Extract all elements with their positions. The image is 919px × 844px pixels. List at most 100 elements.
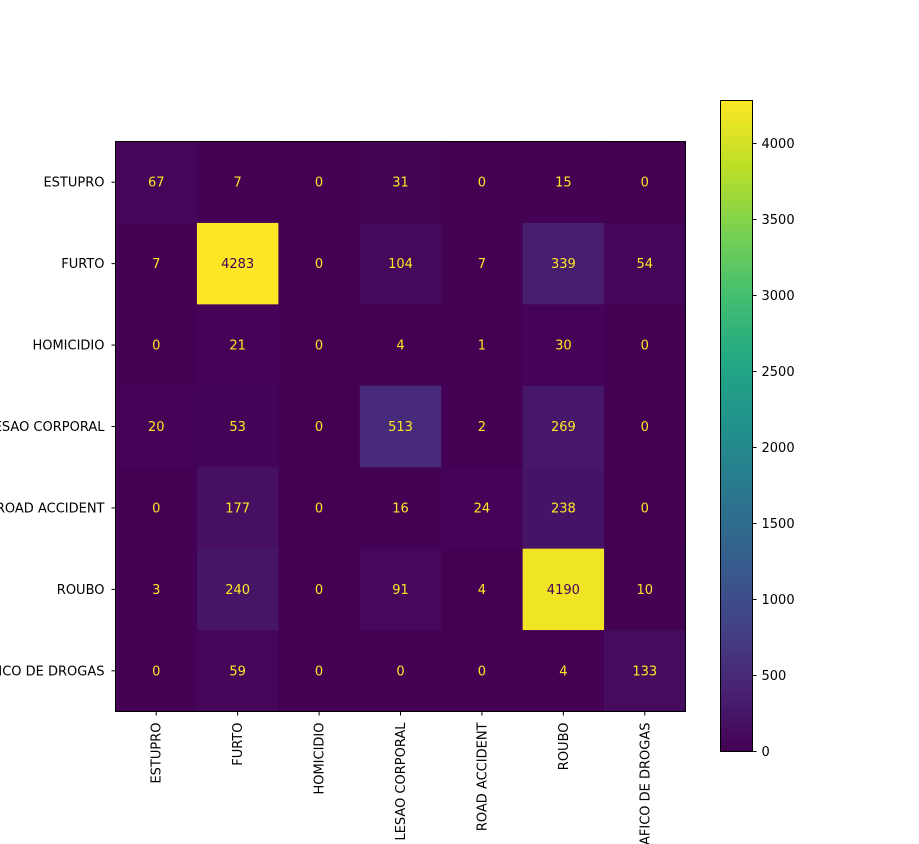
colorbar-tick-label: 4000 (762, 137, 795, 152)
colorbar-tick-label: 1500 (762, 517, 795, 532)
heatmap-cell (196, 630, 279, 712)
cell-value-label: 59 (229, 664, 246, 679)
heatmap-cell (441, 304, 524, 387)
heatmap-cell (522, 385, 605, 468)
cell-value-label: 104 (388, 257, 413, 272)
cell-value-label: 177 (225, 501, 250, 516)
x-tick-label: ROAD ACCIDENT (475, 722, 490, 831)
heatmap-cell (604, 141, 686, 224)
cell-value-label: 133 (632, 664, 657, 679)
x-tick-label: ROUBO (557, 723, 572, 771)
heatmap-cell (359, 467, 442, 550)
heatmap-cell (604, 222, 686, 305)
heatmap-cell (196, 304, 279, 387)
cell-value-label: 1 (478, 339, 486, 354)
heatmap-cell (441, 630, 524, 712)
cell-value-label: 7 (234, 176, 242, 191)
heatmap-cell (115, 630, 198, 712)
colorbar-tick-label: 500 (762, 669, 787, 684)
cell-value-label: 513 (388, 420, 413, 435)
cell-value-label: 67 (148, 176, 165, 191)
colorbar (720, 100, 753, 752)
cell-value-label: 30 (555, 339, 572, 354)
x-tick-label: HOMICIDIO (313, 723, 328, 795)
heatmap-cell (278, 141, 361, 224)
cell-value-label: 3 (152, 583, 160, 598)
y-tick-label: ROAD ACCIDENT (0, 501, 105, 516)
cell-value-label: 7 (152, 257, 160, 272)
y-tick-label: ESTUPRO (43, 176, 104, 191)
cell-value-label: 0 (152, 339, 160, 354)
cell-value-label: 0 (152, 664, 160, 679)
cell-value-label: 339 (551, 257, 576, 272)
heatmap-cell (359, 630, 442, 712)
cell-value-label: 4 (396, 339, 404, 354)
heatmap-cell (278, 385, 361, 468)
colorbar-tick-label: 2500 (762, 365, 795, 380)
heatmap-cell (604, 467, 686, 550)
heatmap-cell (604, 385, 686, 468)
cell-value-label: 4190 (547, 583, 580, 598)
cell-value-label: 2 (478, 420, 486, 435)
heatmap-cell (604, 630, 686, 712)
y-tick-label: FURTO (61, 257, 104, 272)
cell-value-label: 240 (225, 583, 250, 598)
cell-value-label: 15 (555, 176, 572, 191)
cell-value-label: 20 (148, 420, 165, 435)
colorbar-tick-label: 1000 (762, 593, 795, 608)
heatmap-cell (359, 385, 442, 468)
cell-value-label: 0 (315, 501, 323, 516)
cell-value-label: 4 (478, 583, 486, 598)
cell-value-label: 53 (229, 420, 246, 435)
cell-value-label: 16 (392, 501, 409, 516)
heatmap-cell (278, 630, 361, 712)
cell-value-label: 0 (315, 420, 323, 435)
x-tick-labels: ESTUPRO FURTO HOMICIDIO LESAO CORPORAL ROAD … (150, 711, 653, 844)
heatmap-cell (441, 222, 524, 305)
heatmap-cell (359, 141, 442, 224)
cell-value-label: 0 (396, 664, 404, 679)
heatmap-cell (278, 467, 361, 550)
cell-value-label: 10 (637, 583, 654, 598)
cell-value-label: 0 (315, 339, 323, 354)
cell-value-label: 21 (229, 339, 246, 354)
heatmap-cell (278, 304, 361, 387)
heatmap-cell (196, 467, 279, 550)
cell-value-label: 0 (315, 583, 323, 598)
cell-value-label: 238 (551, 501, 576, 516)
cell-value-label: 0 (315, 664, 323, 679)
heatmap-cell (359, 222, 442, 305)
x-tick-label: ESTUPRO (150, 723, 165, 784)
heatmap-cell (115, 548, 198, 631)
cell-value-label: 24 (474, 501, 491, 516)
cell-value-label: 31 (392, 176, 409, 191)
heatmap-cell (278, 548, 361, 631)
cell-value-label: 4 (559, 664, 567, 679)
cell-value-label: 0 (315, 176, 323, 191)
x-tick-label: TRAFICO DE DROGAS (638, 723, 653, 844)
heatmap-cell (196, 222, 279, 305)
cell-value-label: 0 (478, 176, 486, 191)
heatmap-cell (604, 304, 686, 387)
heatmap-cell (196, 385, 279, 468)
heatmap-cell (359, 548, 442, 631)
cell-value-label: 7 (478, 257, 486, 272)
cell-value-label: 0 (641, 420, 649, 435)
heatmap-cell (115, 467, 198, 550)
heatmap-cell (441, 141, 524, 224)
heatmap-cell (196, 548, 279, 631)
colorbar-tick-label: 2000 (762, 441, 795, 456)
heatmap-cell (522, 548, 605, 631)
y-tick-label: TRAFICO DE DROGAS (0, 664, 105, 679)
heatmap-cell (522, 222, 605, 305)
cell-value-label: 0 (478, 664, 486, 679)
heatmap-cell (359, 304, 442, 387)
cell-value-label: 0 (315, 257, 323, 272)
heatmap-cell (441, 548, 524, 631)
heatmap-cell (115, 222, 198, 305)
heatmap-cell (522, 630, 605, 712)
heatmap-cell (196, 141, 279, 224)
x-tick-label: FURTO (231, 723, 246, 766)
heatmap-cell (115, 304, 198, 387)
